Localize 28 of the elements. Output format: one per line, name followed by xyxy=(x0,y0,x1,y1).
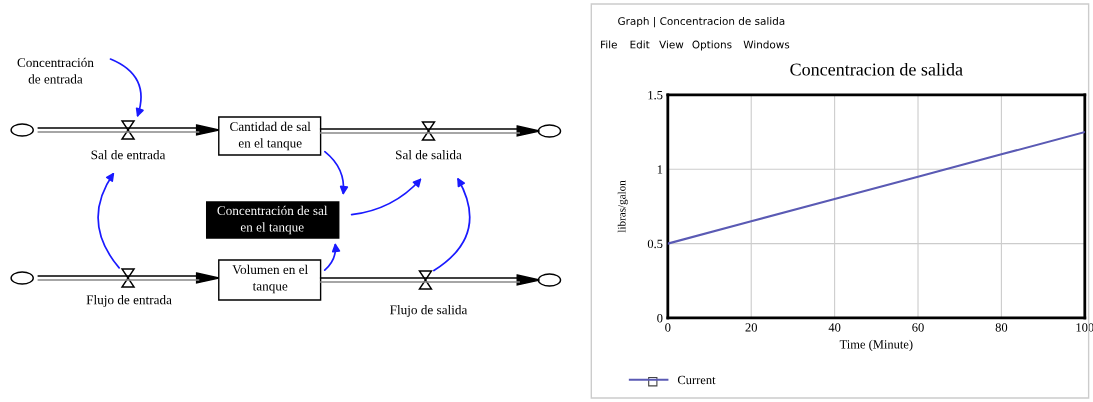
text: Sal de salida xyxy=(396,150,462,160)
text: Concentración de entrada xyxy=(17,57,94,84)
text: Edit xyxy=(630,40,650,49)
x-tick-label: 0 xyxy=(665,323,671,332)
text: Volumen en el tanque xyxy=(232,264,308,294)
text: Windows xyxy=(743,40,790,49)
text: Sal de entrada xyxy=(91,150,166,160)
text: Flujo de salida xyxy=(390,305,468,317)
y-axis-title: libras/galon xyxy=(617,180,628,233)
x-tick-label: 40 xyxy=(828,323,841,332)
x-axis-title: Time (Minute) xyxy=(839,339,913,352)
line-series xyxy=(667,131,1085,245)
chart-title: Concentracion de salida xyxy=(790,62,963,76)
y-tick-label: 1 xyxy=(657,165,663,174)
text: File xyxy=(601,40,617,49)
y-tick-label: 0 xyxy=(657,314,663,323)
legend-label: Current xyxy=(677,375,716,385)
y-tick-label: 0.5 xyxy=(647,239,663,249)
text: Options xyxy=(692,40,732,51)
text: Concentración de sal en el tanque xyxy=(217,205,328,235)
text: Cantidad de sal en el tanque xyxy=(230,121,311,151)
text: Flujo de entrada xyxy=(86,295,172,307)
y-tick-label: 1.5 xyxy=(648,90,663,100)
x-tick-label: 20 xyxy=(745,323,757,332)
text: View xyxy=(659,40,684,49)
text: Graph | Concentracion de salida xyxy=(618,16,785,28)
x-tick-label: 80 xyxy=(995,323,1008,332)
x-tick-label: 60 xyxy=(912,323,924,332)
